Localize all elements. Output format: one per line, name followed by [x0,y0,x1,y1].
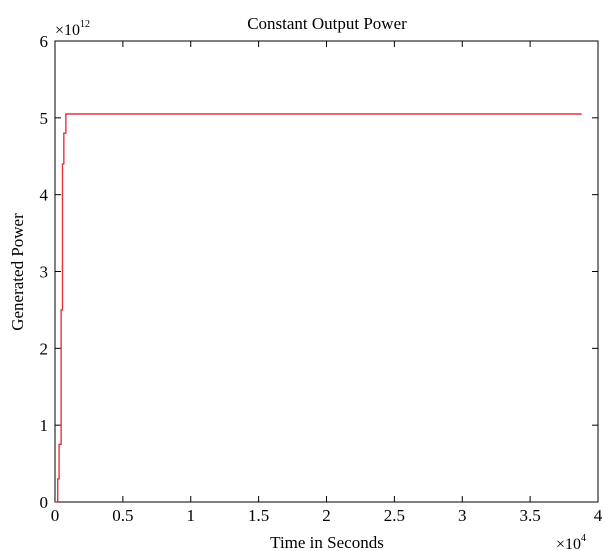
y-axis-multiplier-exponent: 12 [80,19,90,30]
y-tick-label: 0 [40,493,49,512]
x-tick-label: 0.5 [112,506,133,525]
x-tick-label: 2 [322,506,331,525]
chart-title: Constant Output Power [247,14,407,33]
y-tick-label: 6 [40,32,49,51]
x-axis-multiplier-exponent: 4 [581,533,586,544]
x-tick-label: 1.5 [248,506,269,525]
axis-ticks: 0 0.5 1 1.5 2 2.5 3 3.5 4 0 1 2 3 4 5 6 [40,32,603,525]
y-tick-label: 5 [40,109,49,128]
y-axis-label: Generated Power [8,213,27,331]
x-tick-label: 0 [51,506,60,525]
x-axis-label: Time in Seconds [270,533,384,551]
y-axis-multiplier: ×1012 [55,19,90,39]
x-tick-label: 3 [458,506,467,525]
x-tick-label: 3.5 [520,506,541,525]
y-tick-label: 2 [40,339,49,358]
y-tick-label: 4 [40,186,49,205]
plot-area [54,40,599,503]
series-line-0 [55,113,582,503]
y-tick-label: 3 [40,263,49,282]
y-tick-label: 1 [40,416,49,435]
x-tick-label: 2.5 [384,506,405,525]
x-axis-multiplier-base: ×10 [556,536,581,551]
y-axis-multiplier-base: ×10 [55,22,80,39]
x-axis-multiplier: ×104 [556,533,586,551]
x-tick-label: 1 [187,506,196,525]
x-tick-label: 4 [594,506,603,525]
series-layer [55,113,582,503]
